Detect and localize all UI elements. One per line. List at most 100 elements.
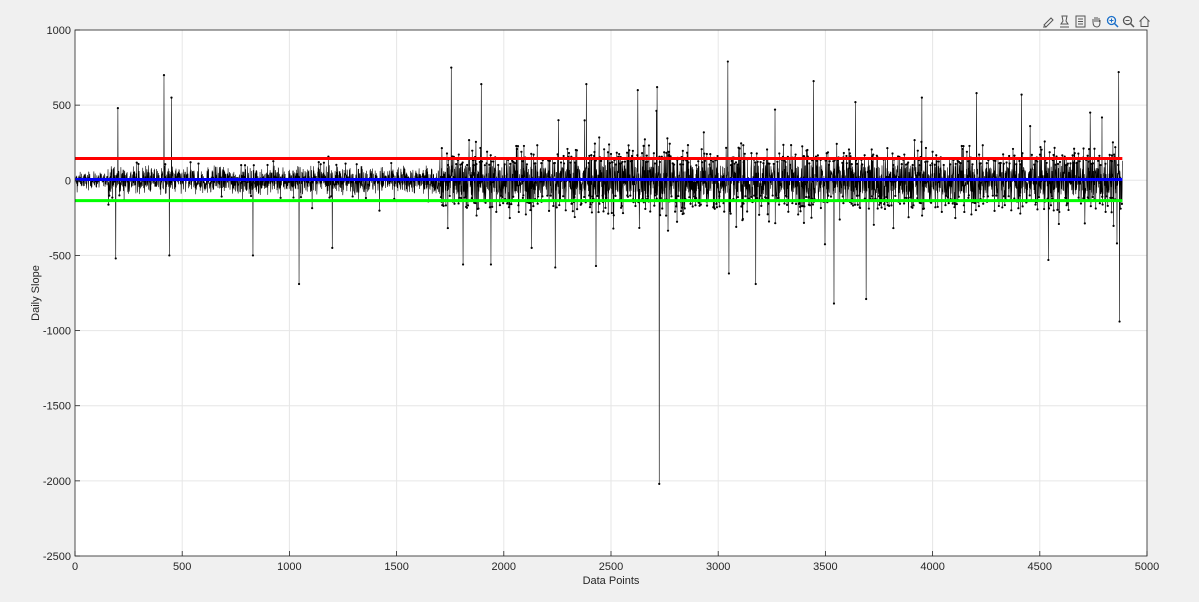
data-marker xyxy=(517,210,520,214)
data-marker xyxy=(587,161,590,165)
data-marker xyxy=(859,206,862,210)
data-marker xyxy=(824,159,827,162)
data-marker xyxy=(1043,140,1046,143)
data-marker xyxy=(851,204,855,207)
data-marker xyxy=(472,164,475,167)
data-marker xyxy=(590,154,593,157)
data-marker xyxy=(750,195,753,198)
data-marker xyxy=(1104,210,1107,213)
data-marker xyxy=(703,152,706,155)
data-marker xyxy=(598,136,601,139)
data-marker xyxy=(892,226,895,230)
data-marker xyxy=(508,203,511,206)
data-marker xyxy=(328,196,331,199)
data-marker xyxy=(658,160,661,164)
axes-toolbar xyxy=(1041,12,1152,30)
data-marker xyxy=(855,194,859,197)
data-marker xyxy=(740,142,743,145)
data-marker xyxy=(845,162,848,165)
data-marker xyxy=(765,148,769,151)
data-marker xyxy=(279,196,282,199)
data-marker xyxy=(1048,151,1051,154)
data-marker xyxy=(489,154,492,157)
data-marker xyxy=(856,162,859,165)
data-marker xyxy=(691,205,694,208)
data-marker xyxy=(931,150,934,153)
data-marker xyxy=(450,66,453,69)
data-marker xyxy=(1077,152,1080,155)
data-marker xyxy=(522,144,526,148)
data-marker xyxy=(850,163,853,166)
data-marker xyxy=(1047,207,1051,210)
data-marker xyxy=(562,154,565,158)
data-marker xyxy=(919,201,922,205)
data-marker xyxy=(876,207,879,210)
data-marker xyxy=(1033,163,1036,166)
data-marker xyxy=(762,162,765,165)
data-marker xyxy=(1113,153,1116,156)
brush-button[interactable] xyxy=(1073,13,1088,29)
restore-view-button[interactable] xyxy=(1137,13,1152,29)
data-marker xyxy=(593,142,597,145)
data-marker xyxy=(827,163,830,166)
data-marker xyxy=(532,153,535,156)
data-marker xyxy=(537,195,540,198)
data-marker xyxy=(666,229,670,232)
data-marker xyxy=(1036,208,1039,211)
data-marker xyxy=(532,205,535,208)
data-marker xyxy=(653,204,656,207)
data-marker xyxy=(1110,160,1113,163)
data-marker xyxy=(448,194,451,198)
data-marker xyxy=(967,194,970,197)
data-marker xyxy=(1021,152,1024,155)
data-marker xyxy=(522,194,525,197)
data-marker xyxy=(735,225,738,228)
data-marker xyxy=(974,201,977,204)
data-marker xyxy=(1105,195,1108,198)
data-marker xyxy=(1028,194,1031,197)
edit-plot-button[interactable] xyxy=(1041,13,1056,29)
data-marker xyxy=(942,163,945,167)
data-marker xyxy=(944,204,947,207)
data-cursor-button[interactable] xyxy=(1057,13,1072,29)
data-marker xyxy=(240,164,243,167)
data-marker xyxy=(695,164,698,167)
data-marker xyxy=(489,263,493,266)
data-marker xyxy=(771,194,774,197)
data-marker xyxy=(682,212,685,215)
data-marker xyxy=(953,203,957,206)
data-marker xyxy=(620,204,623,208)
data-marker xyxy=(1076,161,1079,164)
data-marker xyxy=(709,152,712,156)
data-marker xyxy=(920,96,923,99)
data-marker xyxy=(832,160,835,163)
x-tick-label: 3500 xyxy=(813,561,837,573)
data-marker xyxy=(612,214,615,217)
data-marker xyxy=(524,213,527,216)
data-marker xyxy=(1098,202,1101,205)
pan-button[interactable] xyxy=(1089,13,1104,29)
x-tick-label: 2500 xyxy=(599,561,623,573)
data-marker xyxy=(778,152,781,155)
data-marker xyxy=(744,195,747,198)
data-marker xyxy=(588,206,592,209)
data-marker xyxy=(557,119,560,122)
data-marker xyxy=(960,144,963,148)
data-marker xyxy=(554,266,557,269)
data-marker xyxy=(767,220,771,223)
data-marker xyxy=(614,194,617,197)
data-marker xyxy=(485,162,488,165)
data-marker xyxy=(564,209,567,212)
zoom-in-button[interactable] xyxy=(1105,13,1120,29)
data-marker xyxy=(680,209,683,213)
data-marker xyxy=(656,86,659,89)
data-marker xyxy=(598,202,601,205)
data-marker xyxy=(483,164,487,167)
data-marker xyxy=(1119,207,1122,210)
zoom-out-button[interactable] xyxy=(1121,13,1136,29)
data-marker xyxy=(755,152,758,155)
data-marker xyxy=(461,263,465,266)
data-marker xyxy=(168,254,171,257)
data-marker xyxy=(759,194,762,197)
